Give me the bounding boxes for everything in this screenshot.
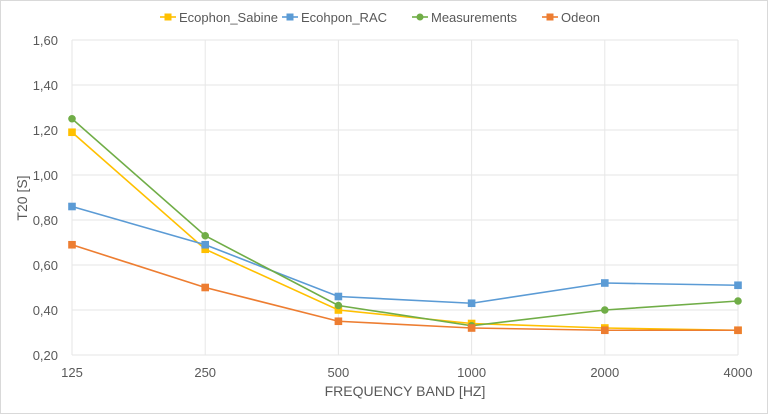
data-point [201,283,209,292]
data-point [68,128,76,137]
x-axis-title: FREQUENCY BAND [HZ] [325,383,486,399]
legend-item: Measurements [412,10,517,25]
y-axis-title: T20 [S] [14,175,30,220]
data-point [201,231,209,240]
data-point [201,245,209,254]
legend-marker [416,13,424,21]
data-point [601,326,609,335]
x-tick-label: 1000 [457,365,486,380]
data-point [734,326,742,335]
legend-label: Measurements [431,10,517,25]
y-tick-label: 0,80 [33,213,58,228]
data-point [734,297,742,305]
y-tick-label: 1,20 [33,123,58,138]
y-tick-label: 0,60 [33,258,58,273]
y-tick-label: 1,00 [33,168,58,183]
legend-item: Odeon [542,10,600,25]
y-tick-label: 0,40 [33,303,58,318]
legend-marker [286,13,294,21]
series-line [71,243,738,332]
x-tick-label: 4000 [724,365,753,380]
data-point [601,279,609,287]
series-line [71,205,739,305]
x-tick-label: 250 [194,365,216,380]
legend-label: Ecohpon_RAC [301,10,387,25]
legend-item: Ecohpon_RAC [282,10,387,25]
legend-marker [546,13,554,21]
data-point [467,299,476,308]
data-point [734,281,742,290]
data-point [68,202,76,211]
data-point [201,240,209,249]
legend-item: Ecophon_Sabine [160,10,278,25]
x-tick-label: 500 [328,365,350,380]
data-point [334,317,343,326]
series-line [71,118,739,327]
y-tick-label: 0,20 [33,348,58,363]
x-tick-label: 2000 [590,365,619,380]
data-point [334,306,343,314]
y-tick-label: 1,60 [33,33,58,48]
y-tick-label: 1,40 [33,78,58,93]
data-point [334,301,343,310]
legend-label: Odeon [561,10,600,25]
legend-marker [164,13,172,21]
data-point [334,292,343,301]
data-point [68,240,76,249]
data-point [467,324,476,332]
data-point [68,114,76,123]
series-line [71,131,739,332]
x-tick-label: 125 [61,365,83,380]
legend-label: Ecophon_Sabine [179,10,278,25]
data-point [601,306,609,314]
